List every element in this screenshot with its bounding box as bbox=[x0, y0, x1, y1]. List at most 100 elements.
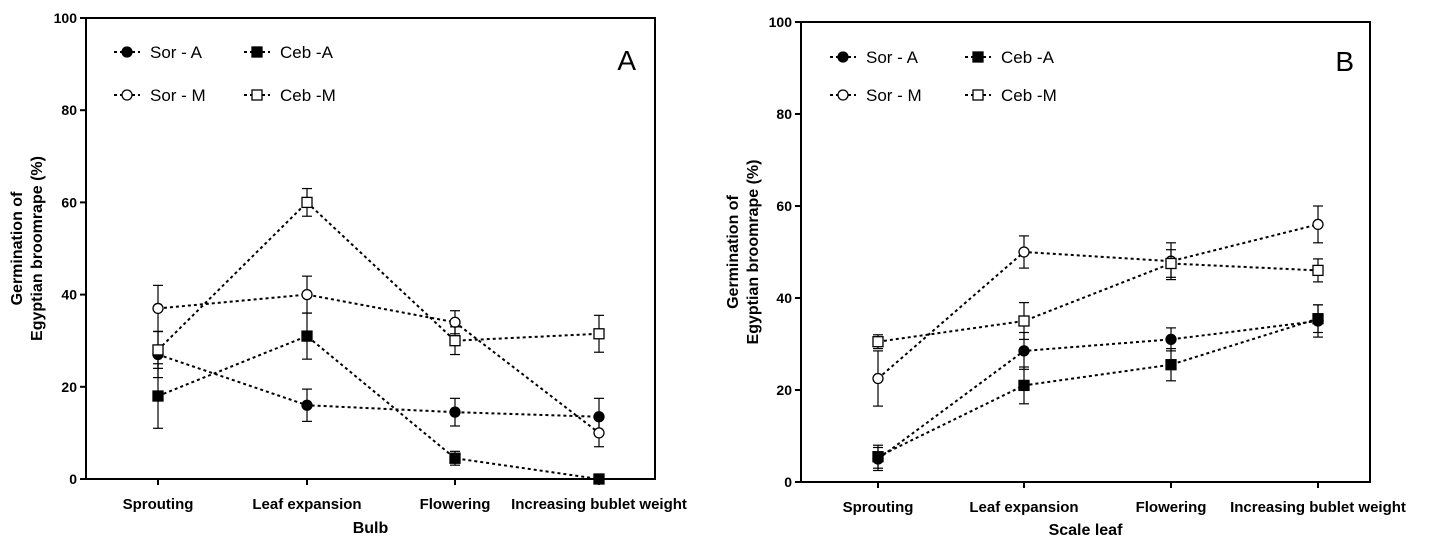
legend-entry: Ceb -A bbox=[244, 43, 334, 62]
legend-label: Ceb -M bbox=[280, 86, 336, 105]
x-tick-label: Flowering bbox=[1136, 499, 1207, 516]
data-point bbox=[449, 335, 461, 347]
y-tick-label: 0 bbox=[69, 471, 77, 487]
legend-label: Sor - M bbox=[150, 86, 206, 105]
series-line bbox=[877, 317, 1319, 458]
data-point bbox=[872, 451, 884, 463]
x-tick-label: Sprouting bbox=[123, 496, 194, 513]
legend-marker bbox=[251, 46, 263, 58]
y-tick-label: 100 bbox=[54, 10, 78, 26]
legend-marker bbox=[972, 51, 984, 63]
y-tick-label: 20 bbox=[61, 379, 77, 395]
legend: Sor - A Ceb -A Sor - M Ceb -M bbox=[114, 43, 336, 105]
legend-label: Sor - M bbox=[866, 86, 922, 105]
data-point bbox=[1018, 246, 1030, 258]
data-point bbox=[593, 427, 605, 439]
series-line bbox=[157, 201, 600, 351]
data-point bbox=[152, 302, 164, 315]
data-point bbox=[301, 330, 313, 342]
data-point bbox=[449, 452, 461, 464]
legend-entry: Sor - A bbox=[114, 43, 203, 62]
data-point bbox=[1312, 264, 1324, 277]
data-point bbox=[301, 196, 313, 209]
x-tick-label: Leaf expansion bbox=[252, 496, 361, 513]
x-axis-title: Bulb bbox=[353, 520, 389, 537]
legend-marker bbox=[837, 89, 849, 101]
data-point bbox=[301, 399, 313, 411]
data-point bbox=[1018, 315, 1030, 327]
legend-marker bbox=[251, 89, 263, 101]
x-tick-label: Increasing bublet weight bbox=[511, 496, 687, 513]
legend-marker bbox=[837, 51, 849, 63]
plot-frame bbox=[800, 21, 1371, 483]
y-tick-label: 100 bbox=[769, 14, 793, 30]
data-point bbox=[872, 372, 884, 385]
y-axis-title-line: Egyptian broomrape (%) bbox=[745, 160, 762, 345]
data-point bbox=[1312, 218, 1324, 231]
x-tick-label: Increasing bublet weight bbox=[1230, 499, 1406, 516]
legend-label: Sor - A bbox=[150, 43, 203, 62]
y-axis-title-line: Germination of bbox=[9, 191, 26, 305]
legend: Sor - A Ceb -A Sor - M Ceb -M bbox=[830, 48, 1057, 105]
data-point bbox=[1165, 359, 1177, 371]
x-tick-label: Leaf expansion bbox=[969, 499, 1078, 516]
legend-label: Ceb -A bbox=[280, 43, 334, 62]
series-ceb-m bbox=[872, 249, 1324, 350]
y-tick-label: 80 bbox=[61, 102, 77, 118]
data-point bbox=[449, 406, 461, 418]
legend-marker bbox=[972, 89, 984, 101]
data-point bbox=[449, 316, 461, 328]
series-line bbox=[157, 353, 600, 418]
legend-label: Ceb -A bbox=[1001, 48, 1055, 67]
legend-label: Ceb -M bbox=[1001, 86, 1057, 105]
y-tick-label: 80 bbox=[776, 106, 792, 122]
y-tick-label: 60 bbox=[61, 194, 77, 210]
series-ceb-a bbox=[152, 312, 605, 485]
legend-entry: Sor - M bbox=[114, 86, 206, 105]
series-sor-m bbox=[152, 275, 605, 448]
series-line bbox=[157, 293, 600, 434]
y-tick-label: 40 bbox=[61, 287, 77, 303]
legend-entry: Ceb -M bbox=[965, 86, 1057, 105]
legend-entry: Sor - M bbox=[830, 86, 922, 105]
y-axis-title-line: Germination of bbox=[725, 194, 742, 308]
y-tick-label: 60 bbox=[776, 198, 792, 214]
series-sor-m bbox=[872, 205, 1324, 407]
y-tick-label: 0 bbox=[784, 474, 792, 490]
legend-label: Sor - A bbox=[866, 48, 919, 67]
data-point bbox=[593, 473, 605, 485]
legend-entry: Ceb -A bbox=[965, 48, 1055, 67]
series-line bbox=[877, 262, 1319, 343]
data-point bbox=[301, 288, 313, 301]
legend-entry: Ceb -M bbox=[244, 86, 336, 105]
data-point bbox=[1165, 333, 1177, 346]
series-line bbox=[157, 334, 600, 480]
data-point bbox=[152, 344, 164, 356]
plot-frame bbox=[85, 17, 656, 480]
x-tick-label: Sprouting bbox=[843, 499, 914, 516]
series-line bbox=[877, 320, 1319, 460]
series-ceb-a bbox=[872, 304, 1324, 469]
y-axis-title-line: Egyptian broomrape (%) bbox=[29, 156, 46, 341]
data-point bbox=[1312, 313, 1324, 325]
legend-marker bbox=[121, 46, 133, 58]
panel-letter: B bbox=[1335, 46, 1354, 77]
legend-marker bbox=[121, 89, 133, 101]
chart-panel-b: 0 20 40 60 80 100 Sprouting Leaf expansion Flowe… bbox=[725, 14, 1406, 539]
series-line bbox=[877, 223, 1319, 380]
data-point bbox=[152, 390, 164, 402]
y-tick-label: 20 bbox=[776, 382, 792, 398]
data-point bbox=[1165, 257, 1177, 270]
x-axis-title: Scale leaf bbox=[1049, 522, 1124, 539]
data-point bbox=[1018, 345, 1030, 357]
panel-letter: A bbox=[617, 45, 636, 76]
data-point bbox=[1018, 379, 1030, 392]
series-ceb-m bbox=[152, 187, 605, 369]
x-tick-label: Flowering bbox=[420, 496, 491, 513]
series-sor-a bbox=[152, 330, 605, 436]
data-point bbox=[593, 328, 605, 340]
data-point bbox=[872, 336, 884, 348]
series-sor-a bbox=[872, 304, 1324, 472]
chart-panel-a: 0 20 40 60 80 100 Sprouting Leaf expansion Flowe… bbox=[9, 10, 687, 537]
